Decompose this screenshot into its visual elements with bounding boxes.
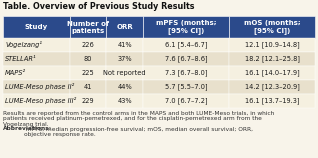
Text: ORR: ORR	[116, 24, 133, 30]
Text: 225: 225	[82, 70, 94, 76]
Text: 7.6 [6.7–8.6]: 7.6 [6.7–8.6]	[165, 56, 208, 62]
Text: 37%: 37%	[117, 56, 132, 62]
Bar	[70, 52, 106, 66]
Text: mPFS, median progression-free survival; mOS, median overall survival; ORR,
objec: mPFS, median progression-free survival; …	[24, 127, 253, 137]
Text: Table. Overview of Previous Study Results: Table. Overview of Previous Study Result…	[3, 2, 195, 11]
Text: 18.2 [12.1–25.8]: 18.2 [12.1–25.8]	[245, 56, 300, 62]
Text: mPFS (months;
[95% CI]): mPFS (months; [95% CI])	[156, 20, 217, 34]
Text: 14.2 [12.3–20.9]: 14.2 [12.3–20.9]	[245, 84, 300, 90]
Bar	[229, 16, 315, 38]
Bar	[3, 38, 70, 52]
Bar	[3, 94, 70, 108]
Text: 41%: 41%	[117, 42, 132, 48]
Text: Not reported: Not reported	[103, 70, 146, 76]
Text: 12.1 [10.9–14.8]: 12.1 [10.9–14.8]	[245, 42, 300, 48]
Bar	[3, 16, 70, 38]
Text: 16.1 [14.0–17.9]: 16.1 [14.0–17.9]	[245, 70, 300, 76]
Text: 80: 80	[84, 56, 92, 62]
Text: LUME-Meso phase II²: LUME-Meso phase II²	[5, 83, 74, 91]
Bar	[106, 52, 143, 66]
Text: Abbreviations:: Abbreviations:	[3, 127, 52, 131]
Text: STELLAR¹: STELLAR¹	[5, 56, 37, 62]
Bar	[229, 94, 315, 108]
Bar	[106, 94, 143, 108]
Text: 44%: 44%	[117, 84, 132, 90]
Bar	[70, 38, 106, 52]
Bar	[3, 80, 70, 94]
Bar	[106, 38, 143, 52]
Text: MAPS²: MAPS²	[5, 70, 26, 76]
Text: Number of
patients: Number of patients	[67, 21, 109, 33]
Text: 226: 226	[82, 42, 94, 48]
Text: 7.3 [6.7–8.0]: 7.3 [6.7–8.0]	[165, 70, 208, 76]
Text: 43%: 43%	[117, 98, 132, 104]
Text: 229: 229	[82, 98, 94, 104]
Bar	[70, 80, 106, 94]
Text: Results are reported from the control arms in the MAPS and both LUME-Meso trials: Results are reported from the control ar…	[3, 110, 274, 127]
Bar	[70, 16, 106, 38]
Text: 6.1 [5.4–6.7]: 6.1 [5.4–6.7]	[165, 42, 208, 48]
Bar	[229, 66, 315, 80]
Bar	[143, 94, 229, 108]
Bar	[229, 38, 315, 52]
Bar	[143, 38, 229, 52]
Text: 16.1 [13.7–19.3]: 16.1 [13.7–19.3]	[245, 98, 299, 104]
Bar	[143, 52, 229, 66]
Text: LUME-Meso phase III²: LUME-Meso phase III²	[5, 97, 76, 104]
Bar	[3, 66, 70, 80]
Text: 5.7 [5.5–7.0]: 5.7 [5.5–7.0]	[165, 84, 208, 90]
Bar	[229, 80, 315, 94]
Text: Study: Study	[25, 24, 48, 30]
Text: 41: 41	[84, 84, 92, 90]
Text: 7.0 [6.7–7.2]: 7.0 [6.7–7.2]	[165, 98, 208, 104]
Bar	[143, 16, 229, 38]
Text: mOS (months;
[95% CI]): mOS (months; [95% CI])	[244, 20, 301, 34]
Bar	[143, 66, 229, 80]
Text: Vogelzang¹: Vogelzang¹	[5, 42, 42, 49]
Bar	[106, 66, 143, 80]
Bar	[106, 80, 143, 94]
Bar	[106, 16, 143, 38]
Bar	[70, 66, 106, 80]
Bar	[143, 80, 229, 94]
Bar	[229, 52, 315, 66]
Bar	[3, 52, 70, 66]
Bar	[70, 94, 106, 108]
